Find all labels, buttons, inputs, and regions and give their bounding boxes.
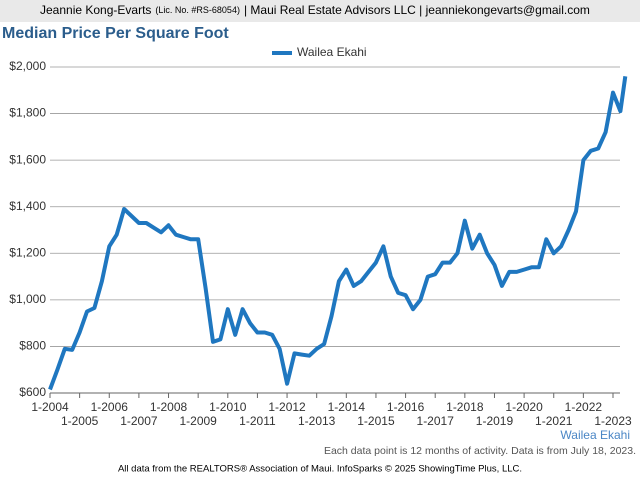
- y-tick-label: $1,800: [9, 106, 46, 120]
- x-tick-label: 1-2010: [209, 400, 247, 414]
- x-tick-label: 1-2006: [91, 400, 129, 414]
- x-tick-label: 1-2016: [387, 400, 425, 414]
- x-tick-label: 1-2012: [268, 400, 306, 414]
- series-line: [48, 76, 628, 391]
- header-rest: | Maui Real Estate Advisors LLC | jeanni…: [244, 3, 590, 17]
- footer: All data from the REALTORS® Association …: [118, 464, 522, 475]
- x-tick-label: 1-2023: [594, 414, 632, 428]
- x-tick-label: 1-2013: [298, 414, 336, 428]
- chart-title: Median Price Per Square Foot: [2, 25, 229, 42]
- y-tick-label: $1,600: [9, 152, 46, 166]
- header-bar: [0, 0, 640, 22]
- y-tick-label: $800: [19, 339, 46, 353]
- corner-label: Wailea Ekahi: [560, 428, 630, 442]
- x-tick-label: 1-2005: [61, 414, 99, 428]
- x-tick-label: 1-2014: [328, 400, 366, 414]
- header: Jeannie Kong-Evarts (Lic. No. #RS-68054) |…: [40, 3, 590, 17]
- x-tick-label: 1-2021: [535, 414, 573, 428]
- x-tick-label: 1-2020: [505, 400, 543, 414]
- x-tick-label: 1-2019: [476, 414, 514, 428]
- license: (Lic. No. #RS-68054): [155, 5, 240, 15]
- note: Each data point is 12 months of activity…: [324, 445, 636, 457]
- x-tick-label: 1-2022: [565, 400, 603, 414]
- y-tick-label: $1,400: [9, 199, 46, 213]
- x-tick-label: 1-2015: [357, 414, 395, 428]
- x-tick-label: 1-2004: [31, 400, 69, 414]
- agent-name: Jeannie Kong-Evarts: [40, 3, 151, 17]
- y-tick-label: $2,000: [9, 59, 46, 73]
- y-tick-label: $1,200: [9, 245, 46, 259]
- x-tick-label: 1-2009: [179, 414, 217, 428]
- x-tick-label: 1-2017: [417, 414, 455, 428]
- y-tick-label: $600: [19, 385, 46, 399]
- x-tick-label: 1-2018: [446, 400, 484, 414]
- x-tick-label: 1-2011: [239, 414, 276, 428]
- x-tick-label: 1-2007: [120, 414, 158, 428]
- legend-label: Wailea Ekahi: [297, 45, 367, 59]
- x-tick-label: 1-2008: [150, 400, 188, 414]
- y-tick-label: $1,000: [9, 292, 46, 306]
